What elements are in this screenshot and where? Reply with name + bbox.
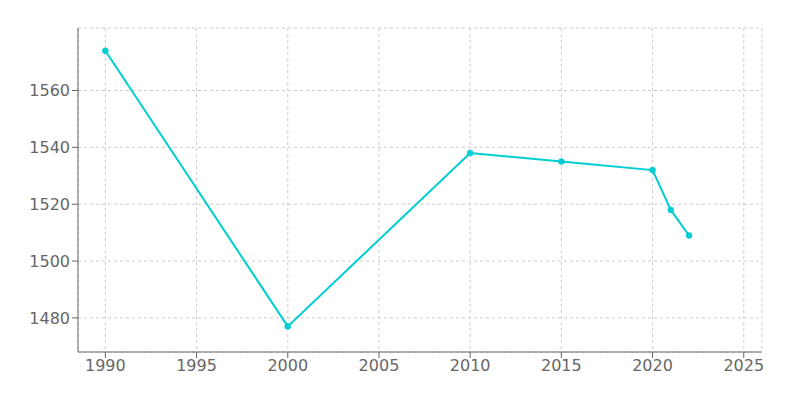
svg-text:2010: 2010 <box>450 356 491 375</box>
svg-text:2025: 2025 <box>723 356 764 375</box>
svg-text:1540: 1540 <box>29 138 70 157</box>
svg-text:1560: 1560 <box>29 81 70 100</box>
svg-text:1995: 1995 <box>176 356 217 375</box>
svg-text:1990: 1990 <box>85 356 126 375</box>
svg-text:2005: 2005 <box>359 356 400 375</box>
svg-text:2015: 2015 <box>541 356 582 375</box>
svg-text:1500: 1500 <box>29 252 70 271</box>
svg-text:1520: 1520 <box>29 195 70 214</box>
svg-text:1480: 1480 <box>29 309 70 328</box>
svg-text:2000: 2000 <box>267 356 308 375</box>
svg-text:2020: 2020 <box>632 356 673 375</box>
